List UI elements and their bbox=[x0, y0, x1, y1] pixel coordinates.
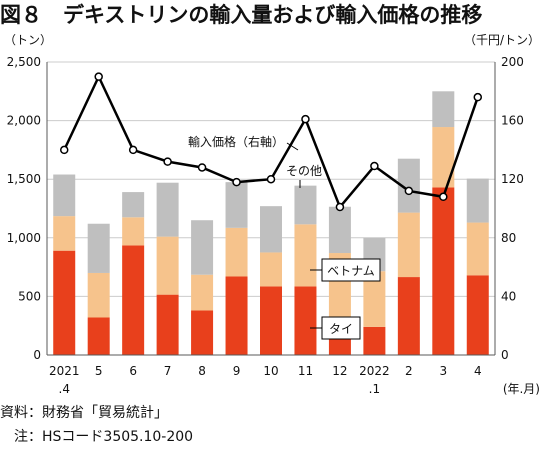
price-marker bbox=[439, 192, 448, 202]
line-label-leader bbox=[286, 142, 299, 151]
bar-segment bbox=[363, 326, 386, 355]
bar-segment bbox=[156, 236, 179, 295]
chart: 0 0 500 40 1,000 80 1,500 120 2,000 160 2,500 200 20… bbox=[4, 33, 540, 396]
y-left-tick-label: 2,500 bbox=[7, 55, 41, 69]
figure-title: 図８ デキストリンの輸入量および輸入価格の推移 bbox=[0, 3, 483, 27]
x-tick-label: 10 bbox=[263, 364, 278, 378]
bar-segment bbox=[328, 206, 351, 254]
y-left-tick-label: 0 bbox=[33, 348, 41, 362]
price-marker bbox=[266, 174, 276, 184]
x-tick-label: 8 bbox=[198, 364, 206, 378]
x-tick-label: 7 bbox=[164, 364, 172, 378]
y-right-tick-label: 200 bbox=[501, 55, 524, 69]
price-marker bbox=[301, 114, 310, 124]
thailand-series-label: タイ bbox=[329, 322, 353, 336]
vietnam-label-box bbox=[321, 258, 381, 282]
x-tick-label: 6 bbox=[129, 364, 137, 378]
bar-segment bbox=[225, 182, 248, 228]
price-marker bbox=[370, 161, 379, 171]
y-left-tick-label: 1,000 bbox=[7, 231, 41, 245]
bar-segment bbox=[53, 174, 76, 217]
bar-segment bbox=[122, 192, 145, 218]
hs-code-note: 注：HSコード3505.10-200 bbox=[0, 429, 194, 445]
x-tick-label: 12 bbox=[332, 364, 347, 378]
bar-segment bbox=[156, 182, 179, 237]
price-marker bbox=[404, 186, 414, 196]
bar-segment bbox=[156, 294, 179, 355]
price-marker bbox=[59, 145, 69, 155]
x-unit: (年.月) bbox=[503, 382, 540, 396]
line-series-label: 輸入価格（右軸） bbox=[188, 134, 284, 149]
x-tick-label: 3 bbox=[439, 364, 447, 378]
bar-segment bbox=[432, 187, 455, 355]
bar-segment bbox=[191, 274, 214, 311]
bar-segment bbox=[466, 275, 489, 355]
y-left-unit: （トン） bbox=[4, 33, 52, 47]
axes bbox=[46, 62, 496, 356]
bar-segment bbox=[363, 271, 386, 327]
bar-segment bbox=[260, 206, 282, 253]
bar-segment bbox=[53, 250, 76, 355]
x-tick-label: 5 bbox=[95, 364, 103, 378]
bar-segment bbox=[87, 223, 110, 273]
bar-segment bbox=[397, 212, 420, 278]
price-marker bbox=[473, 92, 483, 102]
bar-segment bbox=[466, 222, 489, 276]
price-marker bbox=[335, 202, 345, 212]
bar-segment bbox=[397, 277, 420, 355]
x-tick-label: 9 bbox=[233, 364, 241, 378]
bar-segment bbox=[122, 217, 145, 246]
bar-segment bbox=[191, 310, 214, 355]
x-tick-label: 2022 bbox=[359, 364, 390, 378]
bar-segment bbox=[87, 272, 110, 318]
bar-segment bbox=[260, 252, 282, 287]
bar-segment bbox=[53, 216, 76, 251]
price-marker bbox=[128, 145, 138, 155]
vietnam-series-label: ベトナム bbox=[327, 264, 375, 278]
y-right-tick-label: 80 bbox=[501, 231, 516, 245]
price-marker bbox=[94, 72, 103, 81]
bar-segment bbox=[328, 339, 351, 355]
bar-segment bbox=[294, 224, 317, 287]
bar-segment bbox=[225, 227, 248, 277]
thailand-label-box bbox=[321, 316, 361, 340]
bar-segment bbox=[260, 286, 282, 355]
x-tick-label: 2 bbox=[405, 364, 413, 378]
bar-segment bbox=[432, 127, 455, 188]
tick-labels: 0 0 500 40 1,000 80 1,500 120 2,000 160 2,500 200 20… bbox=[4, 33, 540, 396]
price-marker bbox=[232, 177, 241, 187]
bar-segment bbox=[294, 286, 317, 355]
bar-segment bbox=[122, 245, 145, 355]
y-left-tick-label: 1,500 bbox=[7, 172, 41, 186]
y-right-tick-label: 40 bbox=[501, 289, 516, 303]
bar-segment bbox=[294, 185, 317, 225]
other-series-label: その他 bbox=[286, 164, 322, 178]
y-left-tick-label: 2,000 bbox=[7, 114, 41, 128]
x-tick-label: 4 bbox=[474, 364, 482, 378]
x-tick-label: .1 bbox=[369, 382, 380, 396]
price-marker bbox=[197, 163, 207, 172]
bar-segment bbox=[432, 91, 455, 128]
bar-segment bbox=[225, 276, 248, 355]
bar-segment bbox=[87, 317, 110, 355]
price-marker bbox=[163, 157, 172, 166]
x-tick-label: 2021 bbox=[49, 364, 80, 378]
x-tick-label: .4 bbox=[59, 382, 70, 396]
y-right-tick-label: 160 bbox=[501, 114, 524, 128]
bar-segment bbox=[191, 220, 214, 275]
y-left-tick-label: 500 bbox=[18, 289, 41, 303]
y-right-unit: （千円/トン） bbox=[464, 33, 540, 47]
source-note: 資料：財務省「貿易統計」 bbox=[0, 405, 168, 421]
y-right-tick-label: 120 bbox=[501, 172, 524, 186]
bar-series bbox=[53, 91, 489, 355]
price-line bbox=[59, 72, 483, 212]
bar-segment bbox=[466, 178, 489, 223]
x-tick-label: 11 bbox=[298, 364, 313, 378]
y-right-tick-label: 0 bbox=[501, 348, 509, 362]
bar-segment bbox=[397, 158, 420, 213]
